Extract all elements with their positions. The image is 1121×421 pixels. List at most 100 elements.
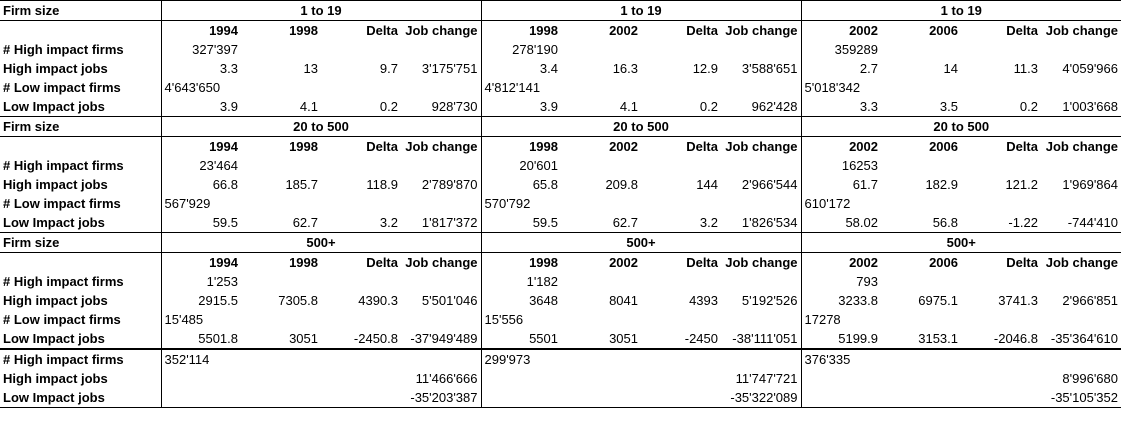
empty-cell bbox=[721, 156, 802, 175]
empty-cell bbox=[321, 348, 401, 369]
empty-cell bbox=[321, 194, 401, 213]
year-header-row: 1994 1998 Delta Job change 1998 2002 Delta Job … bbox=[0, 136, 1121, 156]
low-firms-count: 5'018'342 bbox=[804, 80, 861, 95]
empty-cell bbox=[881, 40, 961, 59]
high-jobs-value: 5'192'526 bbox=[721, 291, 802, 310]
delta-header: Delta bbox=[686, 255, 718, 270]
low-jobs-value: 59.5 bbox=[212, 215, 238, 230]
empty-cell bbox=[321, 310, 401, 329]
high-firms-count: 327'397 bbox=[192, 42, 238, 57]
high-impact-jobs-row: High impact jobs 2915.5 7305.8 4390.3 5'501'… bbox=[0, 291, 1121, 310]
row-label-empty bbox=[0, 20, 162, 40]
empty-cell bbox=[721, 348, 802, 369]
empty-cell bbox=[401, 310, 482, 329]
high-jobs-value: 144 bbox=[696, 177, 718, 192]
empty-cell bbox=[721, 272, 802, 291]
empty-cell bbox=[801, 388, 881, 408]
total-high-jobs: 8'996'680 bbox=[1062, 371, 1118, 386]
empty-cell bbox=[401, 40, 482, 59]
empty-cell bbox=[881, 78, 961, 97]
low-jobs-value: 58.02 bbox=[845, 215, 878, 230]
empty-cell bbox=[961, 310, 1041, 329]
empty-cell bbox=[561, 388, 641, 408]
empty-cell bbox=[401, 78, 482, 97]
year-header-row: 1994 1998 Delta Job change 1998 2002 Delta Job … bbox=[0, 20, 1121, 40]
job-change-header: Job change bbox=[401, 252, 482, 272]
empty-cell bbox=[561, 40, 641, 59]
empty-cell bbox=[321, 40, 401, 59]
empty-cell bbox=[321, 388, 401, 408]
high-jobs-value: 209.8 bbox=[605, 177, 638, 192]
low-firms-count: 570'792 bbox=[484, 196, 531, 211]
empty-cell bbox=[241, 369, 321, 388]
empty-cell bbox=[1041, 78, 1121, 97]
row-label-empty bbox=[0, 136, 162, 156]
row-label: # Low impact firms bbox=[0, 78, 162, 97]
job-change-header: Job change bbox=[721, 20, 802, 40]
high-firms-count: 278'190 bbox=[512, 42, 558, 57]
low-jobs-value: 0.2 bbox=[379, 99, 398, 114]
high-jobs-value: 14 bbox=[943, 61, 958, 76]
empty-cell bbox=[881, 272, 961, 291]
high-impact-firms-row: # High impact firms 1'253 1'182 793 bbox=[0, 272, 1121, 291]
row-label: High impact jobs bbox=[0, 369, 162, 388]
high-jobs-value: 12.9 bbox=[692, 61, 718, 76]
empty-cell bbox=[881, 310, 961, 329]
low-jobs-value: -37'949'489 bbox=[401, 329, 482, 349]
high-firms-count: 1'253 bbox=[206, 274, 238, 289]
delta-header: Delta bbox=[1006, 139, 1038, 154]
high-jobs-value: 121.2 bbox=[1005, 177, 1038, 192]
low-jobs-value: 928'730 bbox=[401, 97, 482, 117]
low-jobs-value: 3.9 bbox=[219, 99, 238, 114]
row-label: Low Impact jobs bbox=[0, 97, 162, 117]
section-title: 1 to 19 bbox=[801, 0, 1121, 21]
row-label: High impact jobs bbox=[0, 59, 162, 78]
empty-cell bbox=[1041, 348, 1121, 369]
firm-size-label: Firm size bbox=[0, 116, 162, 137]
high-jobs-value: 3'175'751 bbox=[401, 59, 482, 78]
empty-cell bbox=[881, 156, 961, 175]
empty-cell bbox=[321, 272, 401, 291]
low-jobs-value: 62.7 bbox=[612, 215, 638, 230]
empty-cell bbox=[961, 40, 1041, 59]
empty-cell bbox=[321, 156, 401, 175]
section-header-row: Firm size 20 to 500 20 to 500 20 to 500 bbox=[0, 116, 1121, 137]
row-label: # High impact firms bbox=[0, 156, 162, 175]
low-jobs-value: 3.9 bbox=[539, 99, 558, 114]
low-jobs-value: 56.8 bbox=[932, 215, 958, 230]
section-title: 500+ bbox=[481, 232, 802, 253]
empty-cell bbox=[881, 388, 961, 408]
high-jobs-value: 9.7 bbox=[379, 61, 398, 76]
row-label: # High impact firms bbox=[0, 40, 162, 59]
low-jobs-value: 1'826'534 bbox=[721, 213, 802, 233]
low-jobs-value: 5501 bbox=[529, 331, 558, 346]
low-jobs-value: -2450.8 bbox=[353, 331, 398, 346]
row-label: Low Impact jobs bbox=[0, 213, 162, 233]
high-jobs-value: 182.9 bbox=[925, 177, 958, 192]
job-change-header: Job change bbox=[1045, 23, 1118, 38]
year-end: 1998 bbox=[289, 23, 318, 38]
section-header-row: Firm size 1 to 19 1 to 19 1 to 19 bbox=[0, 0, 1121, 21]
year-start: 1998 bbox=[529, 139, 558, 154]
job-change-header: Job change bbox=[1045, 255, 1118, 270]
high-impact-firms-row: # High impact firms 327'397 278'190 359289 bbox=[0, 40, 1121, 59]
empty-cell bbox=[481, 369, 561, 388]
empty-cell bbox=[961, 272, 1041, 291]
high-jobs-value: 4390.3 bbox=[358, 293, 398, 308]
empty-cell bbox=[161, 388, 241, 408]
empty-cell bbox=[401, 156, 482, 175]
high-jobs-value: 8041 bbox=[609, 293, 638, 308]
empty-cell bbox=[961, 369, 1041, 388]
empty-cell bbox=[321, 78, 401, 97]
row-label: High impact jobs bbox=[0, 291, 162, 310]
low-jobs-value: 62.7 bbox=[292, 215, 318, 230]
firm-size-label: Firm size bbox=[0, 0, 162, 21]
row-label: # Low impact firms bbox=[0, 194, 162, 213]
year-start: 1998 bbox=[529, 255, 558, 270]
empty-cell bbox=[241, 78, 321, 97]
low-jobs-value: 962'428 bbox=[721, 97, 802, 117]
row-label: High impact jobs bbox=[0, 175, 162, 194]
low-jobs-value: 4.1 bbox=[619, 99, 638, 114]
low-jobs-value: 3.3 bbox=[859, 99, 878, 114]
low-jobs-value: 5199.9 bbox=[838, 331, 878, 346]
